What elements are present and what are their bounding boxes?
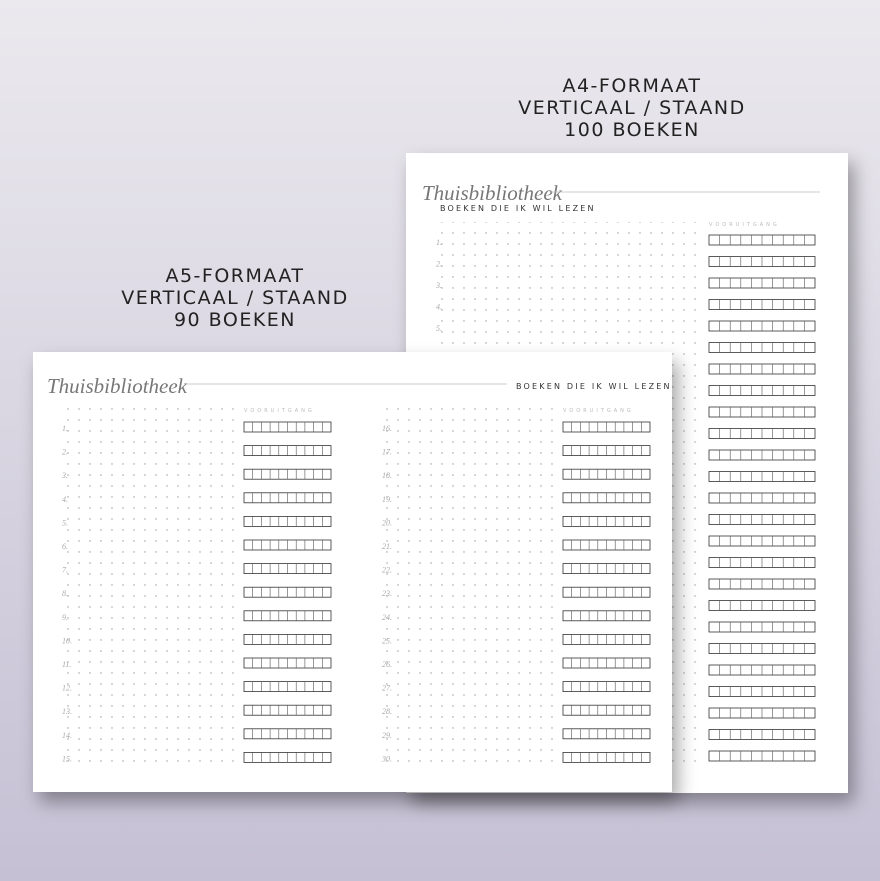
row-number: 3.	[61, 471, 68, 480]
row-number: 1.	[436, 238, 442, 247]
a5-content: Thuisbibliotheek BOEKEN DIE IK WIL LEZEN V…	[47, 374, 672, 766]
row-number: 1.	[62, 424, 68, 433]
caption-line: VERTICAAL / STAAND	[121, 287, 348, 309]
row-number: 8.	[62, 589, 68, 598]
dot-grid	[58, 406, 238, 766]
row-number: 24.	[382, 613, 392, 622]
row-number: 7.	[62, 566, 68, 575]
column-header: VOORUITGANG	[244, 408, 315, 414]
row-number: 30.	[381, 754, 392, 763]
subtitle: BOEKEN DIE IK WIL LEZEN	[440, 204, 596, 213]
row-number: 16.	[382, 424, 392, 433]
caption-line: VERTICAAL / STAAND	[518, 97, 745, 119]
row-number: 11.	[62, 660, 71, 669]
row-number: 15.	[62, 754, 72, 763]
row-number: 27.	[382, 684, 392, 693]
caption-line: A4-FORMAAT	[562, 75, 701, 97]
column-header: VOORUITGANG	[563, 408, 634, 414]
row-number: 10.	[62, 636, 72, 645]
row-number: 12.	[62, 684, 72, 693]
row-number: 29.	[382, 731, 392, 740]
row-number: 21.	[382, 542, 392, 551]
row-number: 26.	[382, 660, 392, 669]
row-number: 20.	[382, 518, 392, 527]
row-number: 18.	[382, 471, 392, 480]
row-number: 6.	[62, 542, 68, 551]
dot-grid	[378, 406, 558, 766]
row-number: 4.	[62, 495, 68, 504]
row-number: 19.	[382, 495, 392, 504]
caption-line: 100 BOEKEN	[564, 119, 700, 141]
row-number: 2.	[436, 260, 442, 269]
subtitle: BOEKEN DIE IK WIL LEZEN	[516, 382, 672, 391]
row-number: 13.	[62, 707, 72, 716]
column-header: VOORUITGANG	[709, 222, 780, 228]
row-number: 5.	[436, 324, 442, 333]
row-number: 2.	[62, 448, 68, 457]
script-title: Thuisbibliotheek	[47, 374, 188, 398]
row-number: 17.	[382, 448, 392, 457]
row-number: 23.	[382, 589, 392, 598]
row-number: 22.	[382, 566, 392, 575]
row-number: 4.	[436, 303, 442, 312]
caption-line: 90 BOEKEN	[174, 309, 296, 331]
caption-line: A5-FORMAAT	[165, 265, 304, 287]
script-title: Thuisbibliotheek	[422, 181, 563, 205]
row-number: 28.	[382, 707, 392, 716]
row-number: 25.	[382, 636, 392, 645]
row-number: 9.	[62, 613, 68, 622]
row-number: 3.	[435, 281, 442, 290]
row-number: 14.	[62, 731, 72, 740]
row-number: 5.	[62, 518, 68, 527]
